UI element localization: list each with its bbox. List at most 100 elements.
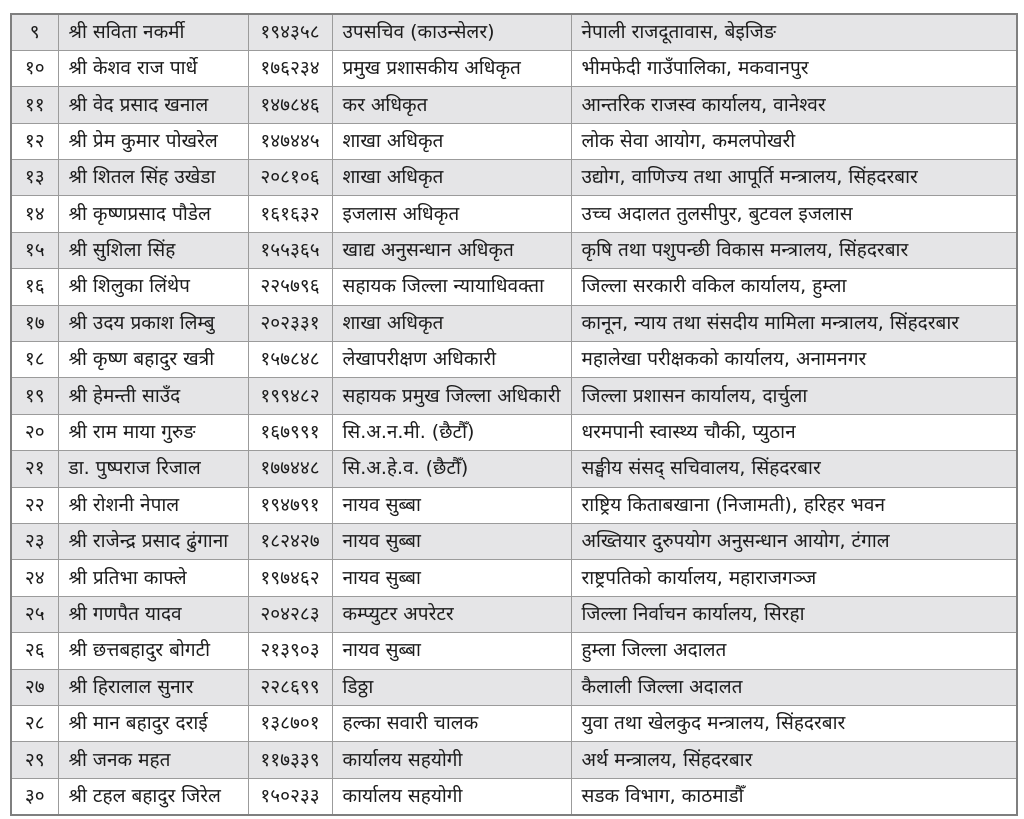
cell-designation: शाखा अधिकृत: [331, 159, 572, 197]
cell-office: लोक सेवा आयोग, कमलपोखरी: [570, 122, 1018, 161]
table-row: १८ श्री कृष्ण बहादुर खत्री १५७८४८ लेखापरीक्…: [10, 341, 1018, 379]
cell-sn: २०: [10, 413, 59, 452]
cell-designation: सि.अ.हे.व. (छैटौँ): [331, 450, 572, 488]
table-row: १० श्री केशव राज पार्धे १७६२३४ प्रमुख प्रशा…: [10, 49, 1018, 88]
cell-sn: ११: [10, 86, 59, 124]
cell-sn: २९: [10, 741, 59, 779]
cell-office: अर्थ मन्त्रालय, सिंहदरबार: [570, 741, 1018, 779]
table-row: १६ श्री शिलुका लिंथेप २२५७९६ सहायक जिल्ला न…: [10, 268, 1018, 306]
table-row: ११ श्री वेद प्रसाद खनाल १४७८४६ कर अधिकृत आन्…: [10, 86, 1018, 124]
table-row: १७ श्री उदय प्रकाश लिम्बु २०२३३१ शाखा अधिकृ…: [10, 304, 1018, 343]
table-row: ३० श्री टहल बहादुर जिरेल १५०२३३ कार्यालय सह…: [10, 777, 1018, 816]
cell-office: अख्तियार दुरुपयोग अनुसन्धान आयोग, टंगाल: [570, 522, 1018, 561]
cell-name: श्री रोशनी नेपाल: [57, 486, 249, 524]
table-row: १३ श्री शितल सिंह उखेडा २०८१०६ शाखा अधिकृत उ…: [10, 159, 1018, 197]
cell-name: श्री टहल बहादुर जिरेल: [57, 777, 249, 816]
cell-number: १६१६३२: [247, 195, 333, 233]
cell-sn: २४: [10, 559, 59, 597]
cell-office: जिल्ला सरकारी वकिल कार्यालय, हुम्ला: [570, 268, 1018, 306]
cell-name: श्री सुशिला सिंह: [57, 231, 249, 270]
table-row: ९ श्री सविता नकर्मी १९४३५८ उपसचिव (काउन्सेल…: [10, 13, 1018, 51]
cell-number: १५०२३३: [247, 777, 333, 816]
cell-sn: ९: [10, 13, 59, 51]
cell-designation: नायव सुब्बा: [331, 632, 572, 670]
staff-table-body: ९ श्री सविता नकर्मी १९४३५८ उपसचिव (काउन्सेल…: [10, 13, 1018, 816]
table-row: २९ श्री जनक महत ११७३३९ कार्यालय सहयोगी अर्थ …: [10, 741, 1018, 779]
cell-designation: कार्यालय सहयोगी: [331, 741, 572, 779]
table-row: १२ श्री प्रेम कुमार पोखरेल १४७४४५ शाखा अधिक…: [10, 122, 1018, 161]
cell-name: डा. पुष्पराज रिजाल: [57, 450, 249, 488]
cell-number: १४७८४६: [247, 86, 333, 124]
cell-name: श्री छत्तबहादुर बोगटी: [57, 632, 249, 670]
cell-name: श्री हिरालाल सुनार: [57, 668, 249, 706]
cell-office: उद्योग, वाणिज्य तथा आपूर्ति मन्त्रालय, स…: [570, 159, 1018, 197]
cell-number: १६७९९१: [247, 413, 333, 452]
cell-office: उच्च अदालत तुलसीपुर, बुटवल इजलास: [570, 195, 1018, 233]
cell-name: श्री कृष्णप्रसाद पौडेल: [57, 195, 249, 233]
cell-sn: २१: [10, 450, 59, 488]
cell-designation: सहायक जिल्ला न्यायाधिवक्ता: [331, 268, 572, 306]
cell-sn: १६: [10, 268, 59, 306]
cell-office: महालेखा परीक्षकको कार्यालय, अनामनगर: [570, 341, 1018, 379]
cell-sn: २५: [10, 595, 59, 634]
cell-number: १९९४८२: [247, 377, 333, 415]
table-row: २४ श्री प्रतिभा काफ्ले १९७४६२ नायव सुब्बा रा…: [10, 559, 1018, 597]
cell-office: जिल्ला प्रशासन कार्यालय, दार्चुला: [570, 377, 1018, 415]
cell-number: १७६२३४: [247, 49, 333, 88]
cell-name: श्री हेमन्ती साउँद: [57, 377, 249, 415]
cell-name: श्री प्रेम कुमार पोखरेल: [57, 122, 249, 161]
cell-name: श्री मान बहादुर दराई: [57, 704, 249, 743]
cell-office: कैलाली जिल्ला अदालत: [570, 668, 1018, 706]
cell-designation: उपसचिव (काउन्सेलर): [331, 13, 572, 51]
cell-designation: खाद्य अनुसन्धान अधिकृत: [331, 231, 572, 270]
cell-number: २१३९०३: [247, 632, 333, 670]
cell-sn: १८: [10, 341, 59, 379]
cell-office: जिल्ला निर्वाचन कार्यालय, सिरहा: [570, 595, 1018, 634]
cell-number: १४७४४५: [247, 122, 333, 161]
cell-name: श्री सविता नकर्मी: [57, 13, 249, 51]
cell-sn: २६: [10, 632, 59, 670]
cell-designation: डिठ्ठा: [331, 668, 572, 706]
cell-office: कृषि तथा पशुपन्छी विकास मन्त्रालय, सिंहद…: [570, 231, 1018, 270]
cell-sn: १३: [10, 159, 59, 197]
table-row: २१ डा. पुष्पराज रिजाल १७७४४८ सि.अ.हे.व. (छै…: [10, 450, 1018, 488]
cell-name: श्री जनक महत: [57, 741, 249, 779]
cell-designation: शाखा अधिकृत: [331, 304, 572, 343]
cell-number: २०२३३१: [247, 304, 333, 343]
table-row: २५ श्री गणपैत यादव २०४२८३ कम्प्युटर अपरेटर ज…: [10, 595, 1018, 634]
cell-designation: कार्यालय सहयोगी: [331, 777, 572, 816]
cell-name: श्री शितल सिंह उखेडा: [57, 159, 249, 197]
cell-sn: १७: [10, 304, 59, 343]
cell-designation: हल्का सवारी चालक: [331, 704, 572, 743]
table-row: १९ श्री हेमन्ती साउँद १९९४८२ सहायक प्रमुख ज…: [10, 377, 1018, 415]
cell-number: १३८७०१: [247, 704, 333, 743]
cell-designation: नायव सुब्बा: [331, 522, 572, 561]
cell-number: २२८६९९: [247, 668, 333, 706]
cell-sn: २८: [10, 704, 59, 743]
table-row: १५ श्री सुशिला सिंह १५५३६५ खाद्य अनुसन्धान …: [10, 231, 1018, 270]
cell-designation: शाखा अधिकृत: [331, 122, 572, 161]
cell-designation: कर अधिकृत: [331, 86, 572, 124]
cell-designation: सि.अ.न.मी. (छैटौँ): [331, 413, 572, 452]
cell-office: धरमपानी स्वास्थ्य चौकी, प्युठान: [570, 413, 1018, 452]
cell-name: श्री कृष्ण बहादुर खत्री: [57, 341, 249, 379]
cell-number: १९७४६२: [247, 559, 333, 597]
cell-office: युवा तथा खेलकुद मन्त्रालय, सिंहदरबार: [570, 704, 1018, 743]
cell-sn: २२: [10, 486, 59, 524]
cell-sn: १९: [10, 377, 59, 415]
cell-sn: १२: [10, 122, 59, 161]
cell-sn: १४: [10, 195, 59, 233]
table-row: १४ श्री कृष्णप्रसाद पौडेल १६१६३२ इजलास अधिक…: [10, 195, 1018, 233]
cell-number: २०४२८३: [247, 595, 333, 634]
cell-sn: ३०: [10, 777, 59, 816]
cell-designation: सहायक प्रमुख जिल्ला अधिकारी: [331, 377, 572, 415]
cell-name: श्री प्रतिभा काफ्ले: [57, 559, 249, 597]
cell-name: श्री गणपैत यादव: [57, 595, 249, 634]
cell-office: सङ्घीय संसद् सचिवालय, सिंहदरबार: [570, 450, 1018, 488]
cell-designation: नायव सुब्बा: [331, 559, 572, 597]
staff-table: ९ श्री सविता नकर्मी १९४३५८ उपसचिव (काउन्सेल…: [10, 13, 1018, 816]
cell-office: आन्तरिक राजस्व कार्यालय, वानेश्वर: [570, 86, 1018, 124]
cell-designation: इजलास अधिकृत: [331, 195, 572, 233]
cell-number: १९४३५८: [247, 13, 333, 51]
cell-office: राष्ट्रिय किताबखाना (निजामती), हरिहर भवन: [570, 486, 1018, 524]
